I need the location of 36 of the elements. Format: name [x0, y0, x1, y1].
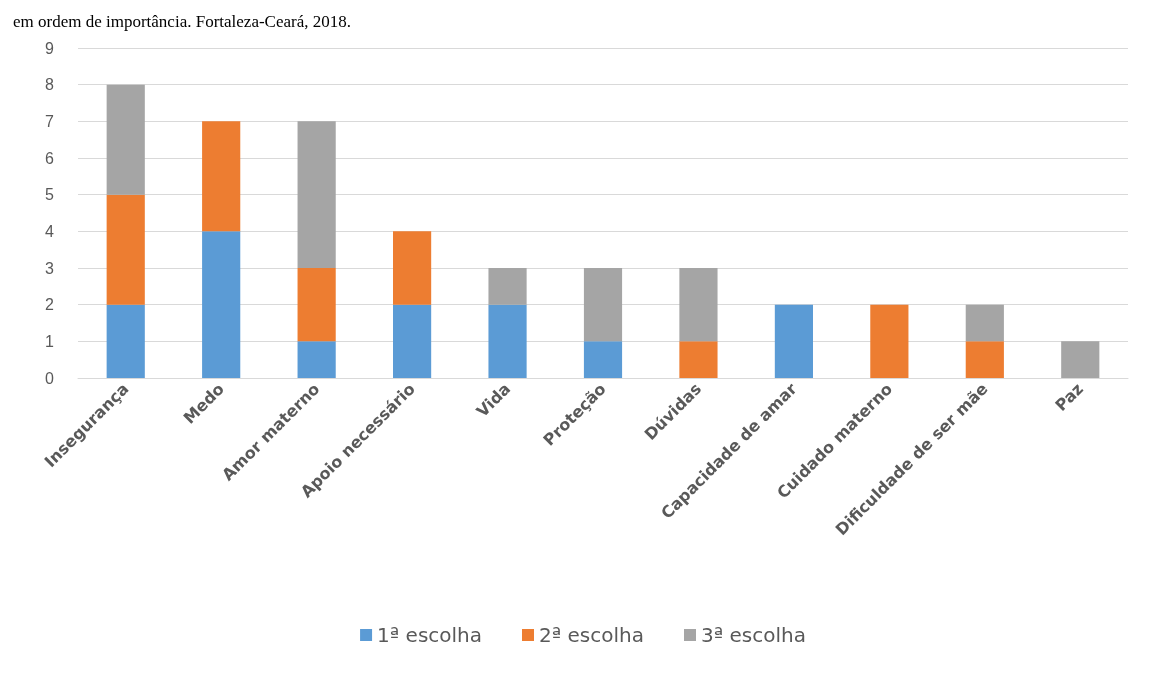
y-tick-label: 5	[45, 186, 55, 204]
y-tick-label: 3	[45, 259, 55, 277]
chart-title: em ordem de importância. Fortaleza-Ceará, 2018.	[13, 12, 351, 31]
bar	[106, 84, 145, 195]
bar	[679, 341, 718, 378]
y-tick-label: 1	[45, 332, 55, 350]
bar	[106, 304, 145, 378]
bar	[870, 304, 909, 378]
bar	[488, 268, 527, 305]
bar	[583, 341, 623, 378]
bar	[488, 304, 527, 378]
legend-label: 1ª escolha	[377, 623, 483, 647]
y-tick-label: 7	[45, 112, 55, 130]
bar	[297, 268, 336, 342]
legend-label: 2ª escolha	[539, 623, 644, 647]
bar	[774, 304, 813, 378]
y-tick-label: 8	[45, 76, 55, 94]
bar	[202, 231, 241, 378]
bar	[679, 268, 718, 342]
bar	[393, 304, 432, 378]
bar	[1061, 341, 1100, 378]
y-tick-label: 0	[45, 369, 55, 387]
bar	[965, 304, 1004, 342]
bar	[583, 268, 623, 342]
y-tick-label: 2	[45, 296, 55, 314]
x-tick-label: Paz	[1051, 379, 1087, 415]
bar	[965, 341, 1004, 378]
bar	[202, 121, 241, 232]
bar	[393, 231, 432, 305]
y-tick-label: 4	[45, 222, 55, 240]
legend-label: 3ª escolha	[700, 623, 806, 647]
y-tick-label: 6	[45, 149, 55, 167]
bar	[297, 121, 336, 268]
bar	[297, 341, 336, 378]
y-tick-label: 9	[45, 39, 55, 57]
bar	[106, 194, 145, 305]
